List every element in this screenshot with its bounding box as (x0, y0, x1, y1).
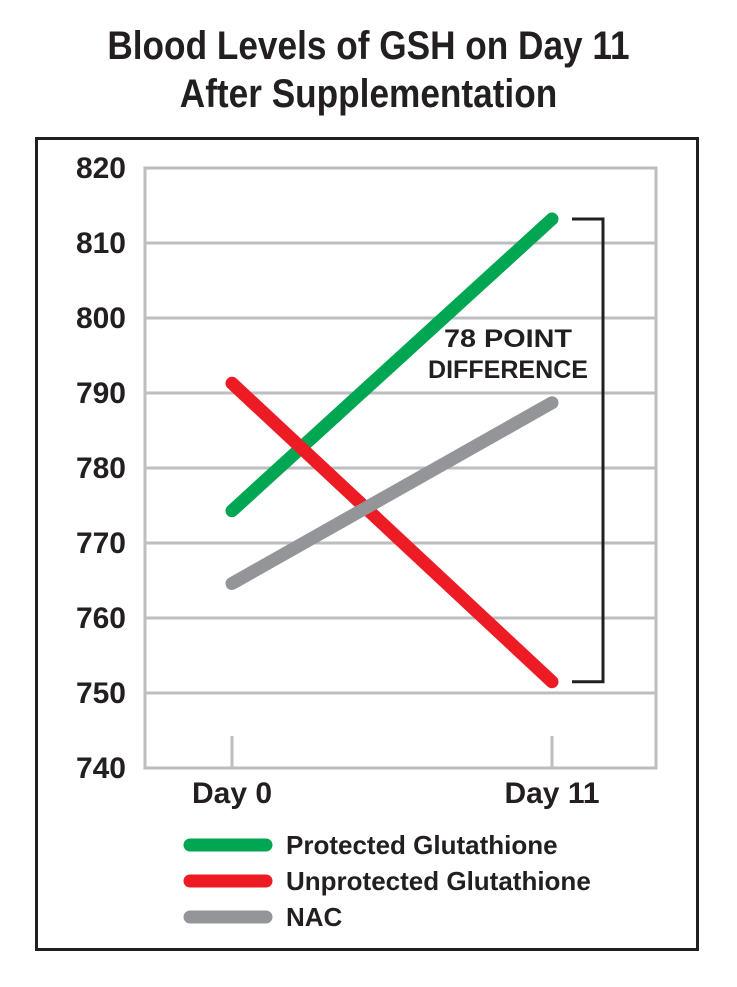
x-tick-label-1: Day 11 (504, 777, 599, 810)
y-tick-label-790: 790 (76, 377, 126, 410)
chart-title: Blood Levels of GSH on Day 11 After Supp… (44, 22, 693, 118)
difference-bracket (572, 217, 605, 684)
legend: Protected Glutathione Unprotected Glutath… (183, 830, 591, 932)
chart-frame (35, 137, 699, 951)
chart-title-line-2: After Supplementation (179, 72, 558, 116)
series-line-protected-glutathione (225, 212, 559, 518)
series-lines (225, 212, 559, 689)
legend-label-unprotected-glutathione: Unprotected Glutathione (286, 866, 591, 896)
x-tick-label-0: Day 0 (192, 777, 272, 810)
annotation-line-2: DIFFERENCE (428, 356, 588, 384)
annotation-line-1: 78 POINT (444, 325, 572, 353)
y-tick-label-820: 820 (76, 152, 126, 185)
y-tick-label-740: 740 (76, 752, 126, 785)
legend-label-nac: NAC (286, 902, 343, 932)
grid-layer (143, 166, 658, 770)
series-line-unprotected-glutathione (225, 376, 559, 689)
annotation: 78 POINT DIFFERENCE (428, 217, 605, 684)
chart-title-line-1: Blood Levels of GSH on Day 11 (107, 24, 630, 68)
y-tick-labels: 820 810 800 790 780 770 760 750 740 (76, 152, 126, 785)
x-tick-labels: Day 0 Day 11 (192, 777, 600, 810)
y-tick-label-770: 770 (76, 527, 126, 560)
y-tick-label-750: 750 (76, 677, 126, 710)
y-tick-label-810: 810 (76, 227, 126, 260)
legend-label-protected-glutathione: Protected Glutathione (286, 830, 558, 860)
y-tick-label-760: 760 (76, 602, 126, 635)
series-line-nac (225, 396, 559, 590)
y-tick-label-800: 800 (76, 302, 126, 335)
y-tick-label-780: 780 (76, 452, 126, 485)
